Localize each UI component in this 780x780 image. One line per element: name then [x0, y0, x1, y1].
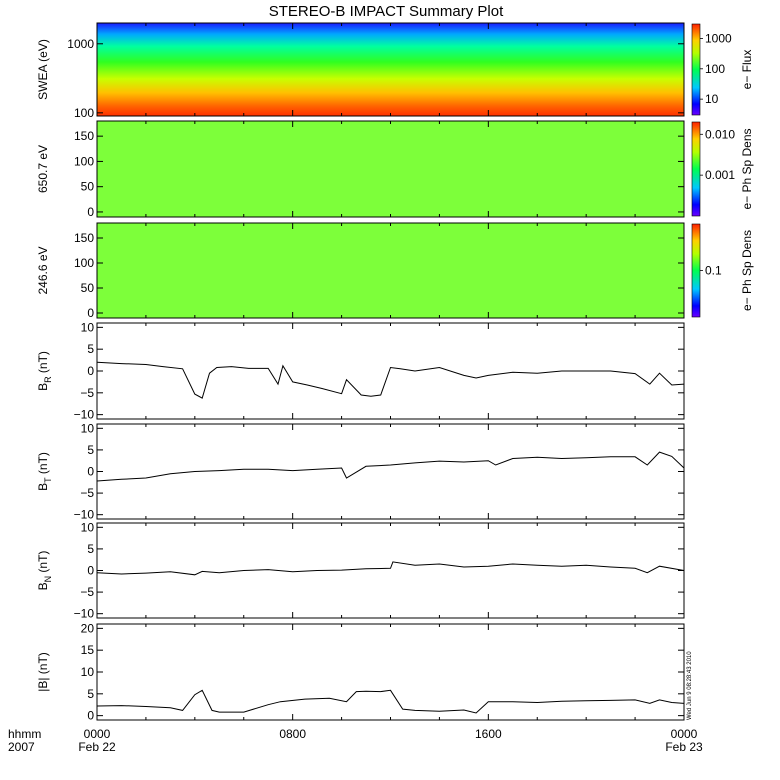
bn-frame	[96, 522, 685, 619]
swea-colorbar-tick-label: 1000	[705, 31, 732, 45]
panel-swea: 10 100 1000 e− Flux SWEA (eV) 100 1000	[36, 22, 754, 120]
br-ylabel-unit: (nT)	[36, 351, 50, 376]
bn-ytick-label: 5	[87, 542, 94, 556]
bn-ytick-label: −5	[80, 585, 94, 599]
pad246-ytick-label: 150	[74, 231, 94, 245]
pad246-ytick-label: 0	[87, 306, 94, 320]
bt-ytick-label: −10	[74, 508, 95, 522]
pad246-ytick-label: 100	[74, 256, 94, 270]
panel-bt: BT (nT) −10 −5 0 5 10	[36, 421, 685, 522]
pad650-ytick-label: 50	[81, 180, 95, 194]
bn-ytick-label: 0	[87, 564, 94, 578]
bt-ytick-label: 5	[87, 443, 94, 457]
pad650-ylabel: 650.7 eV	[36, 145, 50, 193]
br-ytick-label: 0	[87, 364, 94, 378]
pad650-colorbar-tick-label: 0.010	[705, 127, 735, 141]
bmag-ytick-label: 20	[81, 621, 95, 635]
br-ylabel-main: B	[36, 383, 50, 391]
swea-ytick-label: 1000	[67, 37, 94, 51]
bt-ylabel-unit: (nT)	[36, 452, 50, 477]
pad650-ytick-label: 0	[87, 205, 94, 219]
date-label: Feb 22	[78, 740, 116, 754]
br-ytick-label: −5	[80, 386, 94, 400]
pad650-ytick-label: 100	[74, 154, 94, 168]
bn-ytick-label: −10	[74, 607, 95, 621]
swea-colorbar-label: e− Flux	[740, 50, 754, 90]
br-ytick-label: 10	[81, 320, 95, 334]
plot-title: STEREO-B IMPACT Summary Plot	[269, 3, 504, 20]
pad246-ylabel: 246.6 eV	[36, 246, 50, 294]
bn-ylabel-main: B	[36, 582, 50, 590]
br-ylabel: BR (nT)	[36, 351, 53, 391]
swea-spectrogram	[97, 23, 684, 116]
bt-ytick-label: −5	[80, 486, 94, 500]
bmag-ylabel-unit: (nT)	[36, 652, 50, 677]
time-tick-label: 0000	[671, 727, 698, 741]
bt-ylabel-main: B	[36, 483, 50, 491]
pad246-colorbar-label: e− Ph Sp Dens	[740, 230, 754, 311]
bmag-ytick-label: 5	[87, 687, 94, 701]
bmag-trace	[96, 689, 685, 714]
swea-colorbar-tick-label: 100	[705, 62, 725, 76]
bmag-ylabel-main: |B|	[36, 678, 50, 692]
time-tick-label: 0000	[84, 727, 111, 741]
swea-colorbar-tick-label: 10	[705, 92, 719, 106]
swea-ylabel: SWEA (eV)	[36, 39, 50, 100]
pad650-ytick-label: 150	[74, 129, 94, 143]
bn-ylabel-unit: (nT)	[36, 551, 50, 576]
swea-ytick-label: 100	[74, 106, 94, 120]
bt-ylabel: BT (nT)	[36, 452, 53, 491]
bmag-ylabel: |B| (nT)	[36, 652, 50, 692]
pad246-ytick-label: 50	[81, 281, 95, 295]
bn-ylabel-sub: N	[43, 576, 53, 583]
bn-ytick-label: 10	[81, 520, 95, 534]
br-trace	[96, 361, 685, 399]
time-tick-label: 0800	[279, 727, 306, 741]
swea-colorbar	[691, 23, 701, 116]
pad246-colorbar-tick-label: 0.1	[705, 264, 722, 278]
panel-pad246: 0.1 e− Ph Sp Dens 246.6 eV 0 50 100 150	[36, 222, 754, 320]
pad246-spectrogram	[97, 223, 684, 318]
date-label: Feb 23	[665, 740, 703, 754]
br-ytick-label: 5	[87, 342, 94, 356]
bt-ytick-label: 10	[81, 421, 95, 435]
pad650-colorbar-label: e− Ph Sp Dens	[740, 128, 754, 209]
year-label: 2007	[8, 740, 35, 754]
panel-pad650: 0.001 0.010 e− Ph Sp Dens 650.7 eV 0 50 100 150	[36, 120, 754, 219]
panel-bn: BN (nT) −10 −5 0 5 10	[36, 520, 685, 621]
bmag-ytick-label: 10	[81, 665, 95, 679]
pad650-spectrogram	[97, 121, 684, 217]
bn-ylabel: BN (nT)	[36, 551, 53, 591]
pad650-colorbar	[691, 121, 701, 217]
bt-frame	[96, 423, 685, 520]
time-tick-label: 1600	[475, 727, 502, 741]
bmag-ytick-label: 15	[81, 643, 95, 657]
hhmm-label: hhmm	[8, 727, 41, 741]
bt-ylabel-sub: T	[43, 477, 53, 483]
br-ylabel-sub: R	[43, 376, 53, 383]
bt-ytick-label: 0	[87, 465, 94, 479]
pad246-colorbar	[691, 223, 701, 318]
bn-trace	[96, 561, 685, 576]
panel-bmag: |B| (nT) 0 5 10 15 20	[36, 621, 685, 723]
bmag-ytick-label: 0	[87, 709, 94, 723]
bmag-frame	[96, 623, 685, 721]
timestamp: Wed Jun 9 08:28:43 2010	[687, 651, 693, 720]
panel-br: BR (nT) −10 −5 0 5 10	[36, 320, 685, 422]
bt-trace	[96, 451, 685, 482]
br-ytick-label: −10	[74, 408, 95, 422]
pad650-colorbar-tick-label: 0.001	[705, 168, 735, 182]
